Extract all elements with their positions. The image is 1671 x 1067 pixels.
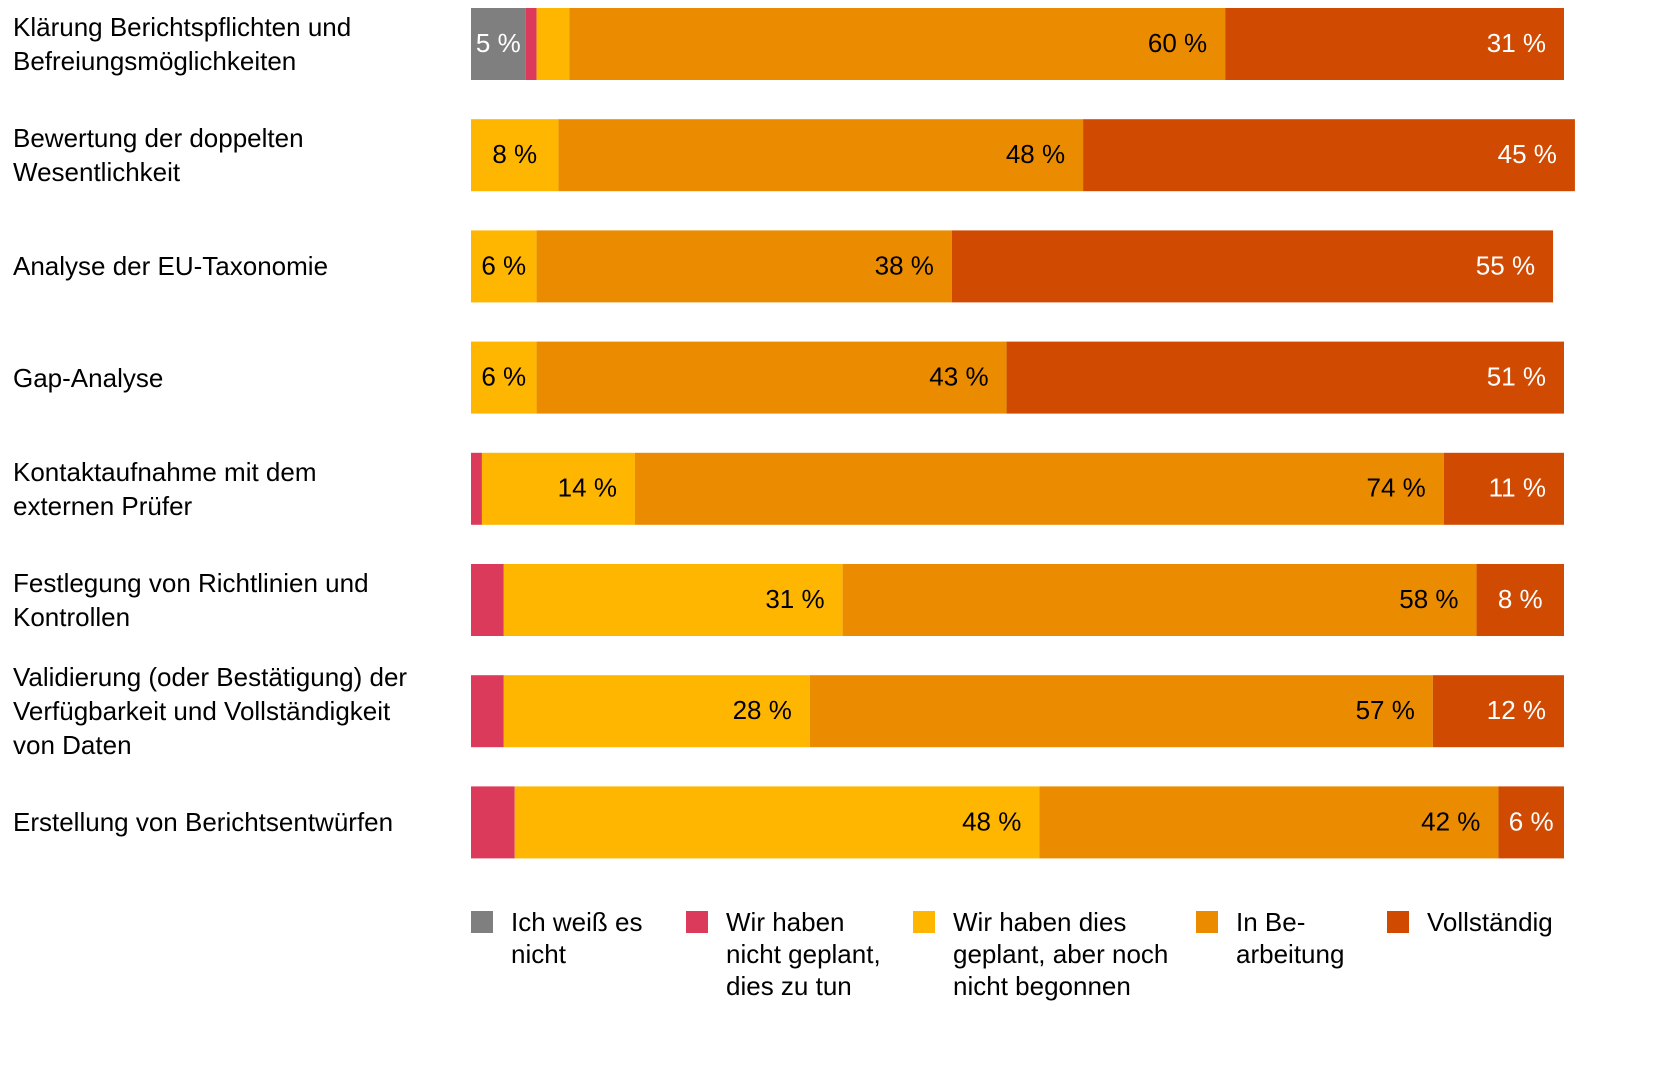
legend-label: Wir haben dies geplant, aber noch nicht … — [953, 907, 1169, 1001]
bar-segment — [471, 230, 537, 303]
category-label: Klärung Berichtspflichten und Befreiungs… — [13, 12, 352, 76]
value-label: 6 % — [481, 361, 526, 391]
legend-label: In Be- arbeitung — [1236, 907, 1345, 969]
legend-swatch — [1196, 911, 1218, 933]
bar-segment — [569, 8, 1226, 80]
value-label: 6 % — [1509, 806, 1554, 836]
bar-segment — [503, 675, 810, 748]
value-label: 5 % — [476, 28, 521, 58]
value-label: 31 % — [1487, 28, 1546, 58]
category-label: Gap-Analyse — [13, 362, 164, 393]
bar-segment — [536, 341, 1007, 414]
bar-segment — [809, 675, 1433, 748]
value-label: 8 % — [492, 139, 537, 169]
value-label: 43 % — [929, 361, 988, 391]
bar-segment — [536, 230, 952, 303]
value-label: 12 % — [1487, 695, 1546, 725]
bar-segment — [471, 452, 482, 525]
bar-segment — [558, 119, 1084, 192]
bar-segment — [471, 564, 504, 636]
bar-segment — [503, 564, 843, 636]
value-label: 45 % — [1498, 139, 1557, 169]
value-label: 60 % — [1148, 28, 1207, 58]
bar-segment — [1432, 675, 1564, 748]
value-label: 6 % — [481, 250, 526, 280]
bar-segment — [951, 230, 1554, 303]
bar-segment — [1083, 119, 1575, 192]
legend-label: Ich weiß es nicht — [511, 907, 643, 969]
bar-segment — [1225, 8, 1564, 80]
bar-segment — [514, 786, 1040, 859]
value-label: 51 % — [1487, 361, 1546, 391]
legend-label: Wir haben nicht geplant, dies zu tun — [726, 907, 881, 1001]
bar-segment — [1498, 786, 1564, 859]
value-label: 42 % — [1421, 806, 1480, 836]
bar-segment — [1476, 564, 1564, 636]
category-label: Bewertung der doppelten Wesentlichkeit — [13, 123, 304, 188]
legend-swatch — [471, 911, 493, 933]
bar-segment — [634, 452, 1444, 525]
legend-swatch — [913, 911, 935, 933]
value-label: 57 % — [1356, 695, 1415, 725]
bar-segment — [1039, 786, 1499, 859]
bar-segment — [525, 8, 537, 80]
bar-segment — [471, 341, 537, 414]
legend-swatch — [1387, 911, 1409, 933]
value-label: 48 % — [1006, 139, 1065, 169]
value-label: 8 % — [1498, 584, 1543, 614]
bar-segment — [1006, 341, 1564, 414]
category-label: Festlegung von Richtlinien und Kontrolle… — [13, 568, 369, 632]
category-label: Validierung (oder Bestätigung) der Verfü… — [13, 662, 408, 761]
value-label: 31 % — [765, 584, 824, 614]
value-label: 74 % — [1367, 473, 1426, 503]
value-label: 11 % — [1489, 473, 1546, 503]
bar-segment — [842, 564, 1477, 636]
value-label: 28 % — [733, 695, 792, 725]
category-label: Kontaktaufnahme mit dem externen Prüfer — [13, 456, 317, 521]
bar-segment — [1443, 452, 1564, 525]
category-label: Erstellung von Berichtsentwürfen — [13, 807, 394, 838]
value-label: 58 % — [1399, 584, 1458, 614]
value-label: 48 % — [962, 806, 1021, 836]
value-label: 55 % — [1476, 250, 1535, 280]
bar-segment — [471, 119, 559, 192]
bar-segment — [471, 8, 526, 80]
bar-segment — [481, 452, 635, 525]
value-label: 38 % — [875, 250, 934, 280]
bar-segment — [536, 8, 570, 80]
bar-segment — [471, 786, 515, 859]
legend-label: Vollständig — [1427, 907, 1553, 937]
value-label: 14 % — [558, 473, 617, 503]
legend-swatch — [686, 911, 708, 933]
category-label: Analyse der EU-Taxonomie — [13, 251, 329, 282]
bar-segment — [471, 675, 504, 748]
